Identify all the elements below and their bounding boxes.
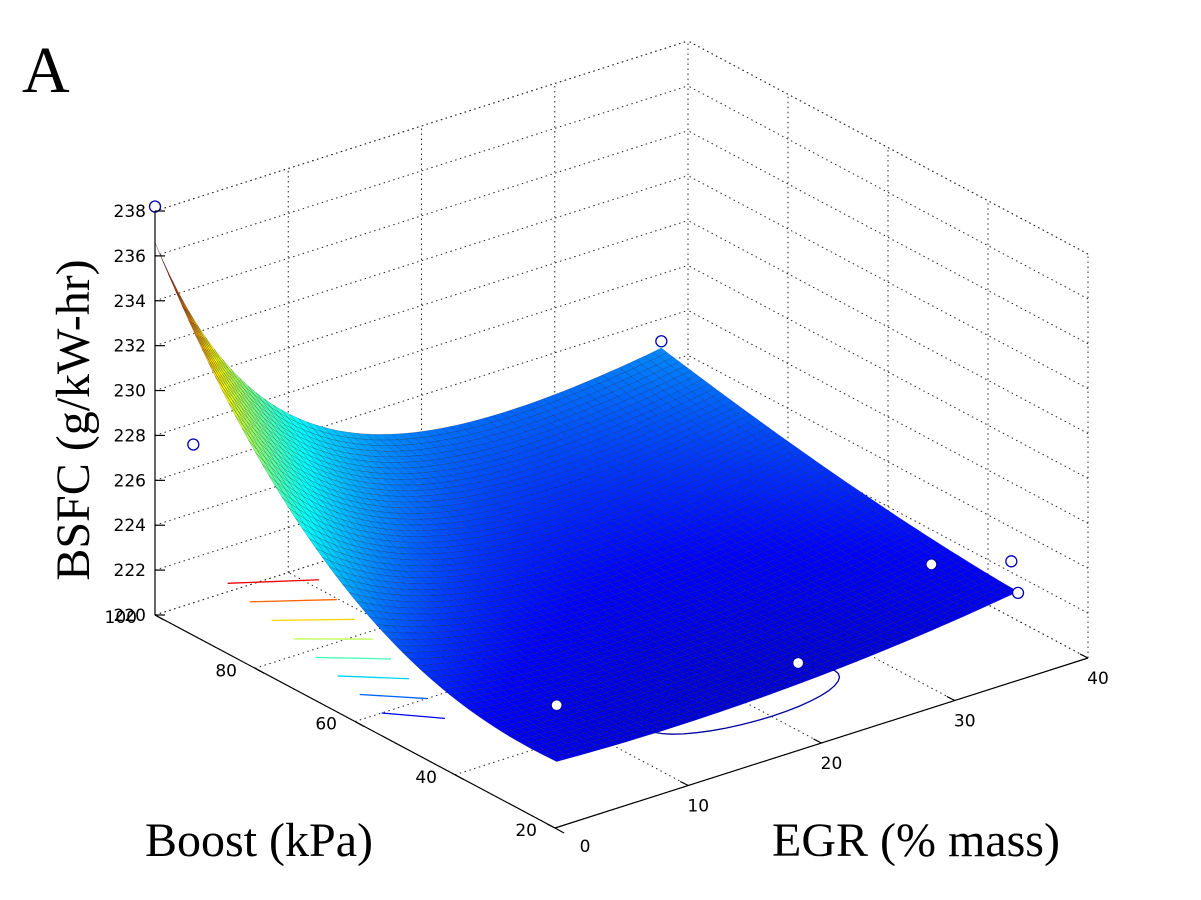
z-tick-label: 236: [114, 247, 146, 267]
contour-line: [271, 618, 355, 622]
contour-line: [249, 598, 337, 603]
contour-line: [381, 712, 446, 719]
z-tick-label: 232: [114, 337, 146, 357]
contour-line: [337, 675, 409, 680]
data-point: [550, 699, 563, 712]
y-tick-label: 30: [954, 712, 976, 732]
contour-line: [315, 656, 391, 660]
z-tick-label: 230: [114, 382, 146, 402]
grid-floor-egr: [554, 487, 955, 701]
grid-right-z: [687, 444, 1089, 659]
contour-line: [359, 693, 427, 700]
y-tick: [813, 738, 822, 744]
grid-right-z: [687, 40, 1089, 255]
grid-right-z: [687, 175, 1089, 390]
grid-right-z: [687, 309, 1089, 524]
y-tick-label: 10: [687, 797, 709, 817]
grid-floor-egr: [288, 572, 689, 786]
x-tick: [554, 827, 565, 834]
grid-back-z: [154, 85, 689, 257]
x-tick-label: 60: [315, 715, 337, 735]
y-tick: [946, 695, 956, 702]
y-tick-label: 20: [821, 754, 843, 774]
y-axis-label: EGR (% mass): [772, 814, 1060, 867]
grid-right-z: [687, 130, 1089, 345]
grid-floor-egr: [421, 529, 822, 744]
grid-right-z: [687, 399, 1089, 614]
grid-right-z: [687, 354, 1089, 569]
z-tick-label: 226: [114, 471, 146, 491]
z-tick-label: 228: [114, 426, 146, 446]
y-tick: [679, 780, 689, 787]
z-tick-label: 220: [114, 606, 146, 626]
z-tick-label: 238: [114, 202, 146, 222]
z-axis-label: BSFC (g/kW-hr): [47, 259, 100, 581]
data-point: [792, 656, 805, 670]
x-tick-label: 80: [215, 661, 237, 681]
grid-back-z: [154, 130, 689, 302]
grid-back-z: [154, 40, 689, 212]
data-point: [148, 200, 162, 213]
data-point: [187, 438, 200, 451]
x-tick: [354, 720, 365, 728]
grid-back-z: [154, 264, 689, 436]
panel-label: A: [22, 34, 70, 107]
x-axis-label: Boost (kPa): [145, 814, 373, 867]
grid-back-z: [154, 175, 689, 347]
x-tick: [254, 667, 265, 674]
y-tick-label: 40: [1087, 669, 1109, 689]
x-tick-label: 40: [415, 768, 437, 788]
z-tick-label: 224: [114, 516, 146, 536]
x-tick: [454, 774, 465, 781]
x-tick: [154, 614, 165, 621]
data-point: [1005, 555, 1018, 568]
grid-right-z: [687, 85, 1089, 300]
y-tick: [1079, 653, 1089, 659]
z-tick-label: 234: [114, 292, 146, 312]
y-tick-label: 0: [580, 837, 591, 857]
z-tick-label: 222: [114, 561, 146, 581]
grid-right-z: [687, 220, 1089, 434]
grid-back-z: [154, 220, 689, 392]
data-point: [925, 558, 938, 571]
x-tick-label: 20: [515, 821, 537, 841]
grid-back-z: [154, 309, 689, 481]
data-point: [655, 335, 668, 348]
y-tick: [546, 823, 556, 829]
surface-layer: [154, 242, 1019, 762]
grid-right-z: [687, 265, 1089, 479]
contour-line: [227, 579, 319, 584]
data-point: [1011, 586, 1025, 600]
